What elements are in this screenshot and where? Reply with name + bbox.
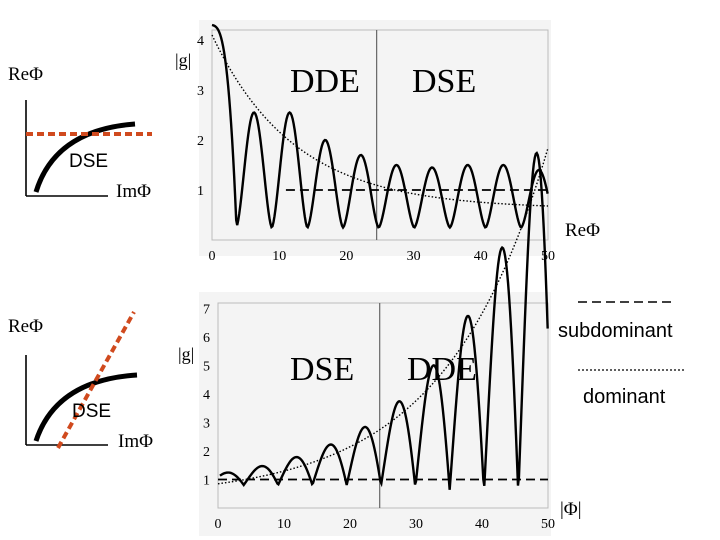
top-x-tick-10: 10 bbox=[272, 249, 286, 264]
bottom-region-left-label: DSE bbox=[290, 351, 354, 388]
top-x-tick-50: 50 bbox=[541, 249, 555, 264]
bottom-plot-background bbox=[199, 292, 551, 536]
bot-y-tick-6: 6 bbox=[203, 331, 210, 346]
bot-x-tick-0: 0 bbox=[215, 517, 222, 532]
top-branch-curve bbox=[33, 121, 136, 193]
bottom-x-axis-label: |Φ| bbox=[560, 499, 582, 520]
bottom-g-magnitude-curve bbox=[219, 151, 549, 490]
bottom-dse-label: DSE bbox=[72, 401, 111, 422]
bottom-branch-curve bbox=[33, 372, 138, 442]
bot-x-tick-10: 10 bbox=[277, 517, 291, 532]
top-im-phi-label: ImΦ bbox=[116, 181, 151, 202]
top-y-axis-label: |g| bbox=[175, 50, 191, 70]
top-plot: |g| DDE DSE ReΦ 0 10 20 30 40 50 1 2 3 4 bbox=[175, 20, 600, 264]
top-g-magnitude-curve bbox=[211, 23, 549, 230]
legend: subdominant dominant bbox=[558, 301, 686, 408]
legend-subdominant-label: subdominant bbox=[558, 320, 673, 342]
bottom-plot-frame bbox=[217, 302, 549, 509]
bot-y-tick-5: 5 bbox=[203, 360, 210, 375]
legend-dominant-label: dominant bbox=[583, 386, 666, 408]
top-re-phi-label: ReΦ bbox=[8, 64, 43, 85]
bot-y-tick-7: 7 bbox=[203, 303, 210, 318]
top-x-axis-label: ReΦ bbox=[565, 220, 600, 241]
top-y-tick-3: 3 bbox=[197, 84, 204, 99]
bottom-y-axis-label: |g| bbox=[178, 344, 194, 364]
top-x-tick-40: 40 bbox=[474, 249, 488, 264]
top-y-tick-4: 4 bbox=[197, 34, 204, 49]
bottom-x-tick-labels: 0 10 20 30 40 50 bbox=[215, 517, 556, 532]
top-y-tick-1: 1 bbox=[197, 184, 204, 199]
bot-y-tick-3: 3 bbox=[203, 417, 210, 432]
top-x-tick-30: 30 bbox=[407, 249, 421, 264]
bottom-dominant-curve bbox=[217, 147, 549, 485]
bot-x-tick-30: 30 bbox=[409, 517, 423, 532]
bot-y-tick-4: 4 bbox=[203, 388, 210, 403]
bot-y-tick-2: 2 bbox=[203, 445, 210, 460]
bottom-im-phi-label: ImΦ bbox=[118, 431, 153, 452]
top-region-right-label: DSE bbox=[412, 63, 476, 100]
bottom-re-phi-label: ReΦ bbox=[8, 316, 43, 337]
top-x-tick-20: 20 bbox=[339, 249, 353, 264]
bot-y-tick-1: 1 bbox=[203, 474, 210, 489]
top-dse-label: DSE bbox=[69, 151, 108, 172]
bottom-y-tick-labels: 1 2 3 4 5 6 7 bbox=[203, 303, 210, 489]
bot-x-tick-50: 50 bbox=[541, 517, 555, 532]
top-left-diagram: ReΦ DSE ImΦ bbox=[8, 64, 152, 202]
top-region-left-label: DDE bbox=[290, 63, 360, 100]
bottom-left-diagram: ReΦ DSE ImΦ bbox=[8, 311, 153, 452]
bottom-region-right-label: DDE bbox=[407, 351, 477, 388]
top-x-tick-0: 0 bbox=[209, 249, 216, 264]
top-y-tick-2: 2 bbox=[197, 134, 204, 149]
bot-x-tick-40: 40 bbox=[475, 517, 489, 532]
bot-x-tick-20: 20 bbox=[343, 517, 357, 532]
top-plot-frame bbox=[211, 29, 549, 241]
bottom-red-dashed-line bbox=[56, 311, 136, 449]
top-y-tick-labels: 1 2 3 4 bbox=[197, 34, 204, 199]
